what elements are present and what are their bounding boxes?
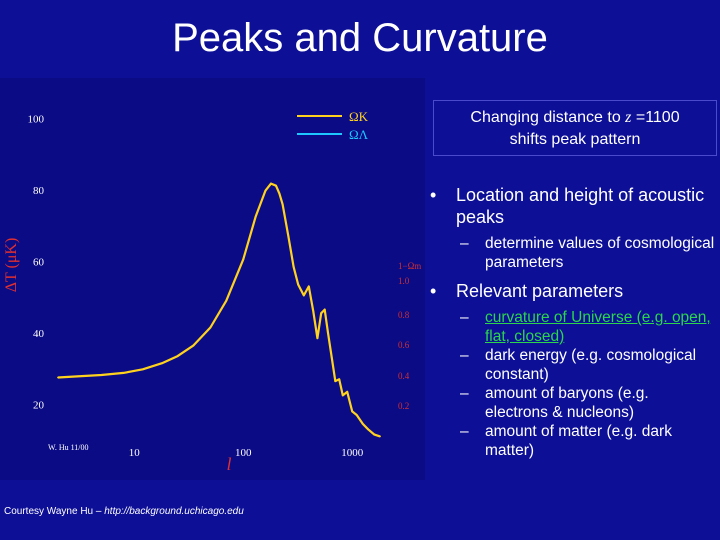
callout-line-1: Changing distance to z =1100 [434, 107, 716, 129]
data-point [275, 184, 277, 187]
bullet-item: • Location and height of acoustic peaks [430, 184, 715, 228]
sub-bullet-item: – amount of matter (e.g. dark matter) [460, 422, 715, 460]
data-point [176, 355, 179, 357]
bullet-text: Relevant parameters [456, 281, 624, 301]
data-point [323, 308, 326, 311]
data-point [316, 337, 319, 340]
courtesy-credit: Courtesy Wayne Hu – http://background.uc… [4, 506, 244, 517]
sub-bullet-dash: – [460, 347, 469, 364]
data-point [341, 394, 344, 397]
data-point [307, 285, 310, 288]
data-point [161, 362, 163, 365]
sub-bullet-text: determine values of cosmological paramet… [485, 235, 715, 271]
right-scale-title: 1−Ωm [398, 261, 421, 271]
data-point [338, 378, 341, 381]
slide-title: Peaks and Curvature [172, 16, 548, 60]
plot-svg: 20 40 60 80 100 10 100 1000 W. Hu 11/00 l ΔT (μK) 1… [3, 109, 421, 474]
callout-box: Changing distance to z =1100 shifts peak… [433, 100, 717, 156]
sub-bullet-item: – dark energy (e.g. cosmological constan… [460, 346, 715, 384]
data-point [192, 344, 195, 347]
y-tick-label: 100 [28, 114, 45, 126]
data-point [334, 380, 337, 382]
y-tick-label: 60 [33, 256, 45, 268]
right-scale-tick: 1.0 [398, 276, 410, 286]
courtesy-text: Courtesy Wayne Hu – [4, 506, 105, 517]
y-tick-label: 20 [33, 399, 45, 411]
data-point [327, 331, 329, 334]
data-point [330, 356, 333, 359]
legend-label: ΩΛ [349, 127, 369, 142]
data-point [379, 435, 381, 438]
data-point [57, 376, 59, 379]
sub-bullet-item[interactable]: – curvature of Universe (e.g. open, flat… [460, 308, 715, 346]
right-scale-tick: 0.4 [398, 371, 410, 381]
right-scale-tick: 0.6 [398, 340, 410, 350]
sub-bullet-dash: – [460, 235, 469, 252]
data-point [287, 235, 290, 238]
x-tick-label: 100 [235, 447, 252, 459]
data-point [292, 265, 295, 268]
bullet-text: Location and height of acoustic peaks [456, 185, 705, 227]
sub-bullet-text: amount of matter (e.g. dark matter) [485, 423, 672, 459]
sub-bullet-list: – determine values of cosmological param… [460, 234, 715, 272]
data-point [225, 299, 228, 302]
x-axis-label: l [226, 454, 231, 474]
bullet-list: • Location and height of acoustic peaks … [430, 184, 715, 468]
bullet-dot: • [430, 281, 437, 301]
data-point [209, 326, 212, 329]
data-point [361, 423, 364, 425]
data-point [254, 215, 257, 218]
right-scale-tick: 0.2 [398, 401, 409, 411]
callout-suffix: =1100 [631, 109, 680, 126]
data-point [264, 189, 267, 192]
data-point [76, 375, 79, 378]
sub-bullet-dash: – [460, 385, 469, 402]
cmb-power-spectrum-plot: 20 40 60 80 100 10 100 1000 W. Hu 11/00 l ΔT (μK) 1… [0, 78, 425, 480]
curvature-link[interactable]: curvature of Universe (e.g. open, flat, … [485, 309, 711, 345]
data-point [302, 294, 305, 297]
data-point [373, 433, 376, 436]
data-point [346, 390, 349, 393]
courtesy-url[interactable]: http://background.uchicago.edu [104, 506, 244, 517]
power-spectrum-curve [57, 182, 381, 438]
legend-label: ΩK [349, 109, 369, 124]
sub-bullet-text: amount of baryons (e.g. electrons & nucl… [485, 385, 649, 421]
bullet-dot: • [430, 185, 437, 205]
sub-bullet-text: dark energy (e.g. cosmological constant) [485, 347, 697, 383]
sub-bullet-item: – amount of baryons (e.g. electrons & nu… [460, 384, 715, 422]
bullet-item: • Relevant parameters [430, 280, 715, 302]
data-point [320, 312, 323, 315]
y-tick-label: 40 [33, 328, 45, 340]
data-point [281, 203, 284, 206]
sub-bullet-dash: – [460, 309, 469, 326]
callout-variable: z [625, 109, 632, 126]
x-tick-label: 10 [129, 447, 141, 459]
callout-line-2: shifts peak pattern [509, 131, 641, 148]
data-point [367, 428, 370, 431]
plot-credit-note: W. Hu 11/00 [48, 443, 89, 452]
data-point [351, 410, 354, 413]
callout-prefix: Changing distance to [470, 109, 626, 126]
data-point [297, 283, 300, 286]
right-scale-tick: 0.8 [398, 310, 410, 320]
data-point [270, 182, 272, 185]
data-point [355, 414, 358, 416]
y-tick-label: 80 [33, 185, 45, 197]
y-axis-label: ΔT (μK) [3, 238, 20, 293]
data-point [312, 310, 315, 313]
data-point [122, 371, 125, 374]
data-point [141, 368, 144, 371]
sub-bullet-item: – determine values of cosmological param… [460, 234, 715, 272]
data-point [278, 192, 281, 195]
data-point [242, 258, 245, 261]
sub-bullet-list: – curvature of Universe (e.g. open, flat… [460, 308, 715, 460]
x-tick-label: 1000 [341, 447, 364, 459]
sub-bullet-dash: – [460, 423, 469, 440]
data-point [100, 374, 103, 376]
